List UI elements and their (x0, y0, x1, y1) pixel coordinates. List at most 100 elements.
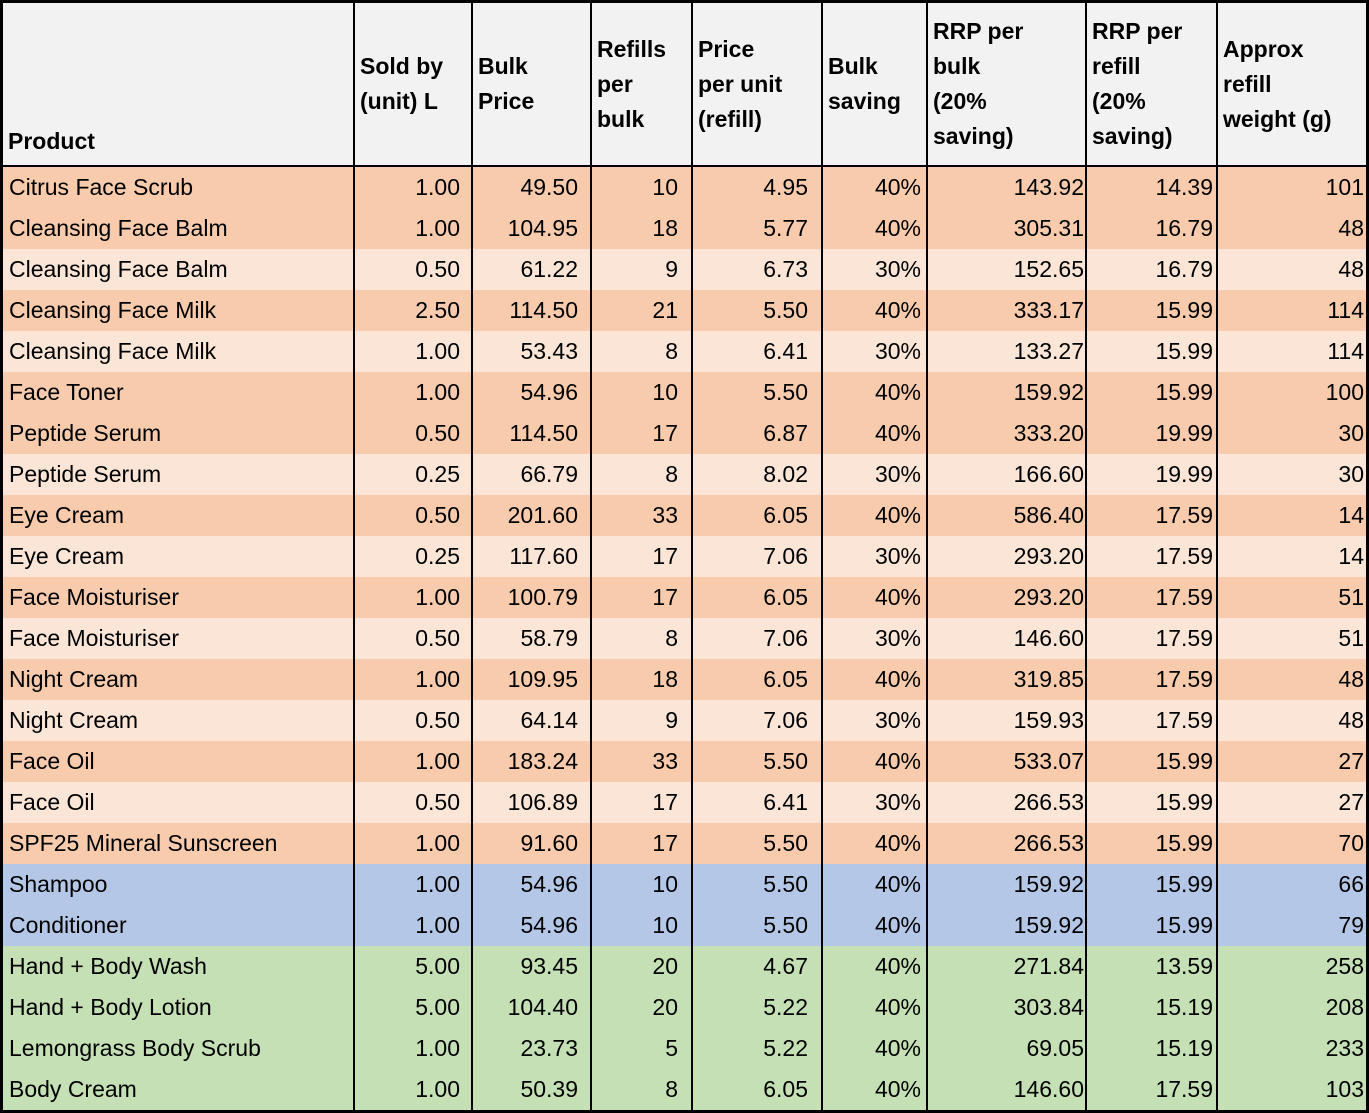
cell-refills-per-bulk[interactable]: 8 (592, 1069, 693, 1110)
header-cell-approx-refill-weight[interactable]: Approx refill weight (g) (1218, 3, 1366, 167)
cell-approx-refill-weight[interactable]: 30 (1218, 454, 1366, 495)
cell-approx-refill-weight[interactable]: 208 (1218, 987, 1366, 1028)
cell-product[interactable]: Hand + Body Lotion (3, 987, 355, 1028)
cell-bulk-price[interactable]: 54.96 (473, 372, 592, 413)
cell-refills-per-bulk[interactable]: 18 (592, 659, 693, 700)
cell-product[interactable]: Face Moisturiser (3, 618, 355, 659)
cell-price-per-unit-refill[interactable]: 6.87 (693, 413, 823, 454)
cell-product[interactable]: Peptide Serum (3, 413, 355, 454)
cell-refills-per-bulk[interactable]: 10 (592, 167, 693, 208)
cell-bulk-price[interactable]: 109.95 (473, 659, 592, 700)
cell-bulk-price[interactable]: 104.95 (473, 208, 592, 249)
cell-approx-refill-weight[interactable]: 27 (1218, 782, 1366, 823)
cell-approx-refill-weight[interactable]: 48 (1218, 659, 1366, 700)
cell-price-per-unit-refill[interactable]: 7.06 (693, 700, 823, 741)
cell-price-per-unit-refill[interactable]: 6.05 (693, 495, 823, 536)
cell-price-per-unit-refill[interactable]: 5.77 (693, 208, 823, 249)
cell-rrp-per-bulk[interactable]: 303.84 (928, 987, 1087, 1028)
header-cell-rrp-per-bulk[interactable]: RRP per bulk (20% saving) (928, 3, 1087, 167)
cell-bulk-price[interactable]: 58.79 (473, 618, 592, 659)
cell-product[interactable]: Cleansing Face Milk (3, 290, 355, 331)
cell-sold-by-unit[interactable]: 0.50 (355, 782, 473, 823)
cell-bulk-price[interactable]: 53.43 (473, 331, 592, 372)
cell-sold-by-unit[interactable]: 5.00 (355, 946, 473, 987)
cell-bulk-saving[interactable]: 40% (823, 1028, 928, 1069)
cell-bulk-price[interactable]: 114.50 (473, 290, 592, 331)
cell-rrp-per-bulk[interactable]: 146.60 (928, 1069, 1087, 1110)
cell-product[interactable]: Face Oil (3, 741, 355, 782)
cell-bulk-price[interactable]: 54.96 (473, 864, 592, 905)
cell-price-per-unit-refill[interactable]: 6.41 (693, 782, 823, 823)
cell-rrp-per-bulk[interactable]: 159.92 (928, 372, 1087, 413)
cell-approx-refill-weight[interactable]: 258 (1218, 946, 1366, 987)
cell-sold-by-unit[interactable]: 1.00 (355, 1028, 473, 1069)
header-cell-refills-per-bulk[interactable]: Refills per bulk (592, 3, 693, 167)
cell-bulk-saving[interactable]: 40% (823, 864, 928, 905)
cell-rrp-per-refill[interactable]: 17.59 (1087, 536, 1218, 577)
cell-rrp-per-refill[interactable]: 15.99 (1087, 372, 1218, 413)
cell-rrp-per-bulk[interactable]: 159.92 (928, 864, 1087, 905)
cell-product[interactable]: Eye Cream (3, 495, 355, 536)
cell-bulk-price[interactable]: 64.14 (473, 700, 592, 741)
cell-bulk-price[interactable]: 66.79 (473, 454, 592, 495)
cell-refills-per-bulk[interactable]: 17 (592, 536, 693, 577)
cell-sold-by-unit[interactable]: 1.00 (355, 864, 473, 905)
cell-bulk-saving[interactable]: 30% (823, 782, 928, 823)
cell-bulk-saving[interactable]: 40% (823, 741, 928, 782)
cell-refills-per-bulk[interactable]: 21 (592, 290, 693, 331)
cell-product[interactable]: Eye Cream (3, 536, 355, 577)
cell-bulk-saving[interactable]: 40% (823, 208, 928, 249)
cell-rrp-per-refill[interactable]: 14.39 (1087, 167, 1218, 208)
cell-refills-per-bulk[interactable]: 10 (592, 905, 693, 946)
cell-bulk-saving[interactable]: 40% (823, 659, 928, 700)
cell-bulk-price[interactable]: 104.40 (473, 987, 592, 1028)
cell-bulk-saving[interactable]: 40% (823, 372, 928, 413)
cell-bulk-price[interactable]: 93.45 (473, 946, 592, 987)
cell-product[interactable]: Lemongrass Body Scrub (3, 1028, 355, 1069)
header-cell-bulk-price[interactable]: Bulk Price (473, 3, 592, 167)
cell-rrp-per-bulk[interactable]: 305.31 (928, 208, 1087, 249)
cell-bulk-saving[interactable]: 30% (823, 331, 928, 372)
cell-price-per-unit-refill[interactable]: 5.50 (693, 290, 823, 331)
cell-rrp-per-bulk[interactable]: 586.40 (928, 495, 1087, 536)
cell-sold-by-unit[interactable]: 0.50 (355, 618, 473, 659)
cell-bulk-saving[interactable]: 40% (823, 495, 928, 536)
cell-product[interactable]: Cleansing Face Balm (3, 208, 355, 249)
cell-refills-per-bulk[interactable]: 8 (592, 454, 693, 495)
cell-sold-by-unit[interactable]: 0.25 (355, 454, 473, 495)
cell-bulk-price[interactable]: 61.22 (473, 249, 592, 290)
cell-price-per-unit-refill[interactable]: 6.05 (693, 577, 823, 618)
cell-sold-by-unit[interactable]: 1.00 (355, 577, 473, 618)
cell-price-per-unit-refill[interactable]: 6.05 (693, 1069, 823, 1110)
cell-refills-per-bulk[interactable]: 33 (592, 741, 693, 782)
header-cell-rrp-per-refill[interactable]: RRP per refill (20% saving) (1087, 3, 1218, 167)
cell-approx-refill-weight[interactable]: 48 (1218, 208, 1366, 249)
cell-approx-refill-weight[interactable]: 114 (1218, 331, 1366, 372)
cell-sold-by-unit[interactable]: 1.00 (355, 905, 473, 946)
cell-rrp-per-refill[interactable]: 15.99 (1087, 290, 1218, 331)
cell-refills-per-bulk[interactable]: 17 (592, 782, 693, 823)
cell-product[interactable]: Cleansing Face Balm (3, 249, 355, 290)
cell-bulk-price[interactable]: 91.60 (473, 823, 592, 864)
cell-rrp-per-refill[interactable]: 19.99 (1087, 413, 1218, 454)
cell-approx-refill-weight[interactable]: 114 (1218, 290, 1366, 331)
cell-sold-by-unit[interactable]: 0.50 (355, 495, 473, 536)
cell-bulk-price[interactable]: 50.39 (473, 1069, 592, 1110)
cell-approx-refill-weight[interactable]: 27 (1218, 741, 1366, 782)
cell-price-per-unit-refill[interactable]: 5.22 (693, 1028, 823, 1069)
cell-price-per-unit-refill[interactable]: 4.95 (693, 167, 823, 208)
cell-rrp-per-refill[interactable]: 17.59 (1087, 618, 1218, 659)
cell-refills-per-bulk[interactable]: 5 (592, 1028, 693, 1069)
cell-rrp-per-bulk[interactable]: 319.85 (928, 659, 1087, 700)
cell-refills-per-bulk[interactable]: 9 (592, 700, 693, 741)
cell-rrp-per-bulk[interactable]: 271.84 (928, 946, 1087, 987)
cell-product[interactable]: SPF25 Mineral Sunscreen (3, 823, 355, 864)
cell-rrp-per-refill[interactable]: 15.99 (1087, 864, 1218, 905)
cell-price-per-unit-refill[interactable]: 5.50 (693, 372, 823, 413)
cell-rrp-per-bulk[interactable]: 152.65 (928, 249, 1087, 290)
cell-bulk-saving[interactable]: 40% (823, 823, 928, 864)
cell-approx-refill-weight[interactable]: 51 (1218, 618, 1366, 659)
cell-sold-by-unit[interactable]: 1.00 (355, 1069, 473, 1110)
cell-rrp-per-bulk[interactable]: 166.60 (928, 454, 1087, 495)
cell-rrp-per-bulk[interactable]: 293.20 (928, 536, 1087, 577)
